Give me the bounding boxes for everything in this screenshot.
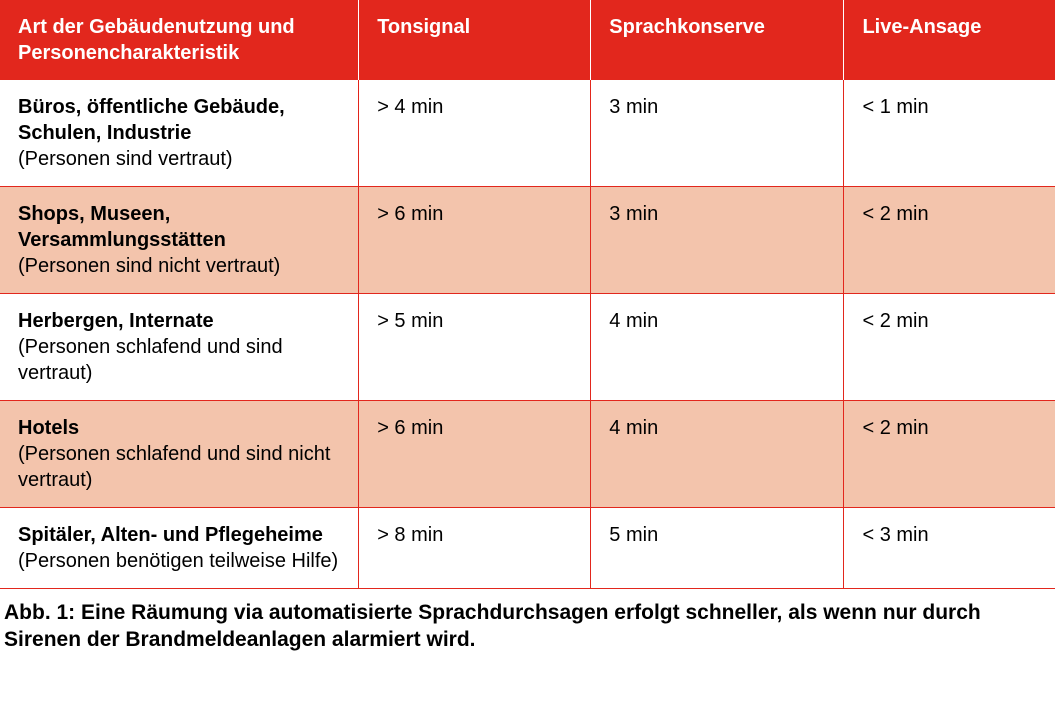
cell-sprachkonserve: 4 min (591, 294, 844, 401)
table-body: Büros, öffentliche Gebäude, Schulen, Ind… (0, 80, 1055, 589)
cell-building: Herbergen, Internate (Personen schlafend… (0, 294, 359, 401)
cell-live: < 2 min (844, 187, 1055, 294)
building-title: Hotels (18, 417, 79, 439)
building-subtitle: (Personen benötigen teilweise Hilfe) (18, 550, 338, 572)
table-container: Art der Gebäudenutzung und Personenchara… (0, 0, 1055, 654)
cell-building: Büros, öffentliche Gebäude, Schulen, Ind… (0, 80, 359, 187)
cell-building: Shops, Museen, Versammlungsstätten (Pers… (0, 187, 359, 294)
table-row: Hotels (Personen schlafend und sind nich… (0, 401, 1055, 508)
building-subtitle: (Personen schlafend und sind nicht vertr… (18, 443, 330, 491)
building-subtitle: (Personen schlafend und sind vertraut) (18, 336, 283, 384)
building-subtitle: (Personen sind vertraut) (18, 148, 233, 170)
cell-tonsignal: > 4 min (359, 80, 591, 187)
evacuation-time-table: Art der Gebäudenutzung und Personenchara… (0, 0, 1055, 589)
cell-building: Spitäler, Alten- und Pflegeheime (Person… (0, 508, 359, 589)
cell-tonsignal: > 6 min (359, 401, 591, 508)
table-row: Shops, Museen, Versammlungsstätten (Pers… (0, 187, 1055, 294)
table-header-row: Art der Gebäudenutzung und Personenchara… (0, 0, 1055, 80)
cell-tonsignal: > 6 min (359, 187, 591, 294)
building-title: Shops, Museen, Versammlungsstätten (18, 203, 226, 251)
cell-live: < 1 min (844, 80, 1055, 187)
cell-sprachkonserve: 4 min (591, 401, 844, 508)
cell-sprachkonserve: 3 min (591, 80, 844, 187)
building-subtitle: (Personen sind nicht vertraut) (18, 255, 280, 277)
cell-live: < 2 min (844, 401, 1055, 508)
cell-live: < 3 min (844, 508, 1055, 589)
building-title: Herbergen, Internate (18, 310, 214, 332)
table-row: Spitäler, Alten- und Pflegeheime (Person… (0, 508, 1055, 589)
col-header-tonsignal: Tonsignal (359, 0, 591, 80)
cell-building: Hotels (Personen schlafend und sind nich… (0, 401, 359, 508)
table-row: Büros, öffentliche Gebäude, Schulen, Ind… (0, 80, 1055, 187)
cell-sprachkonserve: 3 min (591, 187, 844, 294)
col-header-live-ansage: Live-Ansage (844, 0, 1055, 80)
cell-tonsignal: > 8 min (359, 508, 591, 589)
cell-sprachkonserve: 5 min (591, 508, 844, 589)
building-title: Spitäler, Alten- und Pflegeheime (18, 524, 323, 546)
building-title: Büros, öffentliche Gebäude, Schulen, Ind… (18, 96, 285, 144)
cell-live: < 2 min (844, 294, 1055, 401)
table-caption: Abb. 1: Eine Räumung via automatisierte … (0, 589, 1055, 654)
cell-tonsignal: > 5 min (359, 294, 591, 401)
col-header-sprachkonserve: Sprachkonserve (591, 0, 844, 80)
col-header-building: Art der Gebäudenutzung und Personenchara… (0, 0, 359, 80)
table-row: Herbergen, Internate (Personen schlafend… (0, 294, 1055, 401)
